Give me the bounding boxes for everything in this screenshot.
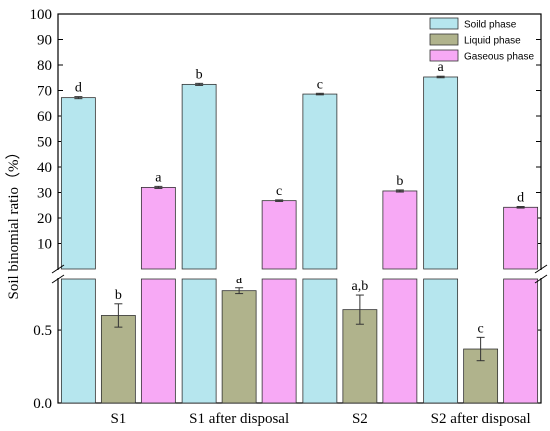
bar — [100, 315, 136, 404]
y-tick-label: 20 — [37, 211, 52, 227]
bar — [382, 190, 418, 270]
x-tick-label: S1 after disposal — [189, 411, 289, 427]
bar-lower-part — [181, 278, 217, 404]
legend-swatch — [429, 49, 459, 62]
bar-lower-part — [382, 278, 418, 404]
bar — [342, 309, 378, 404]
x-tick-label: S2 after disposal — [431, 411, 531, 427]
legend-label: Soild phase — [464, 20, 517, 31]
bar-lower-part — [140, 278, 176, 404]
significance-label: a,b — [352, 279, 369, 294]
axis-break-mark — [534, 264, 548, 274]
bar-lower-part — [261, 278, 297, 404]
y-tick-label: 0.5 — [33, 323, 52, 339]
y-tick-label: 90 — [37, 33, 52, 49]
y-axis-label: Soil binomial ratio（%） — [5, 145, 22, 300]
bar — [261, 200, 297, 270]
significance-label: c — [276, 184, 282, 199]
significance-label: a — [155, 170, 162, 185]
bar — [503, 206, 539, 270]
bar — [60, 97, 96, 270]
y-tick-label: 80 — [37, 58, 52, 74]
bar-lower-part — [503, 278, 539, 404]
axis-break-mark — [534, 274, 548, 284]
bar-lower-part — [423, 278, 459, 404]
significance-label: a — [236, 272, 243, 287]
y-tick-label: 0.0 — [33, 396, 52, 412]
legend: Soild phase Liquid phase Gaseous phase — [429, 17, 534, 63]
significance-label: a — [438, 60, 445, 75]
bar — [221, 290, 257, 404]
plot-frame — [57, 13, 542, 404]
y-tick-label: 30 — [37, 186, 52, 202]
bar — [423, 76, 459, 270]
bar-lower-part — [302, 278, 338, 404]
axis-break-mark — [51, 264, 65, 274]
y-tick-label: 40 — [37, 160, 52, 176]
bar — [140, 186, 176, 270]
legend-label: Liquid phase — [464, 36, 521, 47]
y-tick-label: 100 — [30, 7, 53, 23]
y-tick-label: 70 — [37, 84, 52, 100]
axis-break-gap — [50, 270, 549, 278]
legend-label: Gaseous phase — [464, 52, 534, 63]
axis-break-mark — [51, 274, 65, 284]
bar — [302, 93, 338, 270]
significance-label: c — [478, 321, 484, 336]
significance-label: c — [317, 77, 323, 92]
legend-swatch — [429, 17, 459, 30]
bar-lower-part — [60, 278, 96, 404]
significance-label: d — [517, 191, 524, 206]
significance-label: b — [396, 174, 403, 189]
legend-swatch — [429, 33, 459, 46]
y-tick-label: 10 — [37, 237, 52, 253]
significance-label: b — [115, 288, 122, 303]
x-tick-label: S2 — [352, 411, 368, 427]
bar — [181, 83, 217, 270]
significance-label: b — [196, 67, 203, 82]
x-tick-label: S1 — [110, 411, 126, 427]
y-tick-label: 60 — [37, 109, 52, 125]
y-tick-label: 50 — [37, 135, 52, 151]
plot-area: 100 90 80 70 60 50 40 30 20 10 0.0 0.5 S1 d b a S1 after… — [30, 7, 549, 427]
significance-label: d — [75, 81, 82, 96]
